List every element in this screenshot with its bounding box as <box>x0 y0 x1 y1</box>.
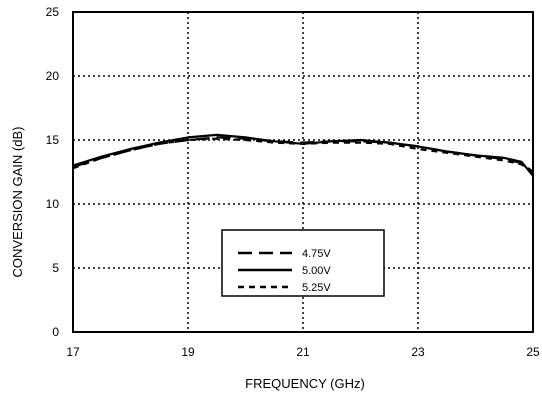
x-axis-label: FREQUENCY (GHz) <box>245 376 365 391</box>
legend-label-5-25v: 5.25V <box>302 282 331 294</box>
legend-label-4-75v: 4.75V <box>302 248 331 260</box>
legend: 4.75V 5.00V 5.25V <box>221 229 385 297</box>
x-tick-label: 17 <box>66 345 80 359</box>
ticks: 17 19 21 23 25 0 5 10 15 20 25 <box>46 5 540 359</box>
legend-label-5-00v: 5.00V <box>302 265 331 277</box>
x-tick-label: 21 <box>296 345 310 359</box>
y-tick-label: 10 <box>46 197 60 211</box>
series-line-5-25v <box>72 137 534 175</box>
x-tick-label: 19 <box>181 345 195 359</box>
y-tick-label: 15 <box>46 133 60 147</box>
y-tick-label: 20 <box>46 69 60 83</box>
y-tick-label: 0 <box>52 325 59 339</box>
series-layer <box>72 133 534 177</box>
series-line-5-00v <box>72 133 534 177</box>
x-tick-label: 25 <box>526 345 540 359</box>
legend-box <box>221 229 385 297</box>
y-tick-label: 25 <box>46 5 60 19</box>
y-axis-label: CONVERSION GAIN (dB) <box>10 127 25 278</box>
plot-frame <box>72 11 534 333</box>
y-tick-label: 5 <box>52 261 59 275</box>
x-tick-label: 23 <box>411 345 425 359</box>
